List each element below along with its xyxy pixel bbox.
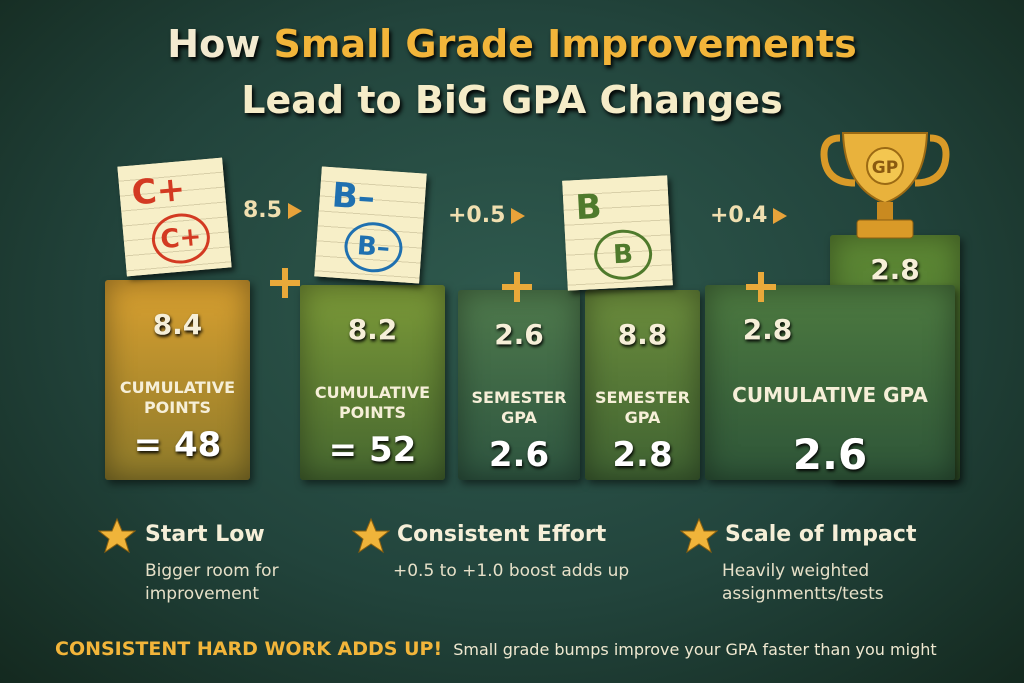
- tip-title: Scale of Impact: [725, 522, 917, 547]
- title-line-1: How Small Grade Improvements: [0, 22, 1024, 66]
- tip-text: Heavily weighted assignmentts/tests: [722, 561, 884, 604]
- paper-circled: C+: [149, 211, 212, 266]
- step: +0.5: [448, 203, 526, 228]
- step-label: 8.5: [243, 198, 282, 223]
- block-value: 2.8: [742, 313, 793, 346]
- tip-text: Bigger room for improvement: [145, 561, 279, 604]
- block-value: 8.4: [152, 308, 203, 341]
- tip-title: Consistent Effort: [397, 522, 607, 547]
- paper: B– B–: [314, 166, 427, 284]
- paper-circled: B–: [342, 220, 405, 275]
- paper-circled: B: [592, 228, 654, 282]
- block-label: CUMULATIVE POINTS: [119, 378, 236, 417]
- pedestal-value: 2.8: [870, 253, 920, 286]
- paper-grade: B: [574, 186, 603, 229]
- star-icon: [680, 517, 718, 554]
- star-icon: [352, 517, 390, 554]
- trophy-badge: GP: [872, 158, 898, 178]
- block: 8.2 CUMULATIVE POINTS = 52: [300, 285, 445, 480]
- footer: CONSISTENT HARD WORK ADDS UP! Small grad…: [55, 638, 1015, 660]
- step-label: +0.4: [710, 203, 768, 228]
- trophy: GP: [820, 132, 950, 239]
- block-result: = 52: [328, 430, 417, 470]
- star-icon: [98, 517, 136, 554]
- block-value: 8.8: [617, 318, 668, 351]
- title-part: Small Grade Improvements: [273, 22, 857, 66]
- plus-icon: [502, 272, 532, 302]
- block-result: 2.6: [488, 435, 550, 475]
- step: +0.4: [710, 203, 788, 228]
- block-label: CUMULATIVE GPA: [732, 383, 928, 407]
- title-part: How: [167, 22, 261, 66]
- paper-grade: C+: [130, 169, 187, 214]
- footer-text: Small grade bumps improve your GPA faste…: [453, 640, 937, 659]
- paper: B B: [562, 175, 673, 291]
- block-result: 2.6: [792, 430, 868, 479]
- paper: C+ C+: [117, 157, 232, 277]
- block-label: SEMESTER GPA: [471, 388, 567, 427]
- block: 8.8 SEMESTER GPA 2.8: [585, 290, 700, 480]
- block: 2.8 CUMULATIVE GPA 2.6: [705, 285, 955, 480]
- block-result: = 48: [133, 425, 222, 465]
- paper-grade: B–: [330, 175, 377, 219]
- block-label: CUMULATIVE POINTS: [314, 383, 431, 422]
- plus-icon: [270, 268, 300, 298]
- plus-icon: [746, 272, 776, 302]
- block: 8.4 CUMULATIVE POINTS = 48: [105, 280, 250, 480]
- tip-title: Start Low: [145, 522, 265, 547]
- step-label: +0.5: [448, 203, 506, 228]
- title-line-2: Lead to BiG GPA Changes: [241, 78, 783, 122]
- block-value: 2.6: [494, 318, 544, 351]
- block-result: 2.8: [612, 435, 673, 475]
- block: 2.6 SEMESTER GPA 2.6: [458, 290, 580, 480]
- step: 8.5: [243, 198, 302, 223]
- footer-strong: CONSISTENT HARD WORK ADDS UP!: [55, 638, 443, 660]
- block-label: SEMESTER GPA: [595, 388, 690, 427]
- tip-text: +0.5 to +1.0 boost adds up: [393, 561, 630, 581]
- block-value: 8.2: [347, 313, 398, 346]
